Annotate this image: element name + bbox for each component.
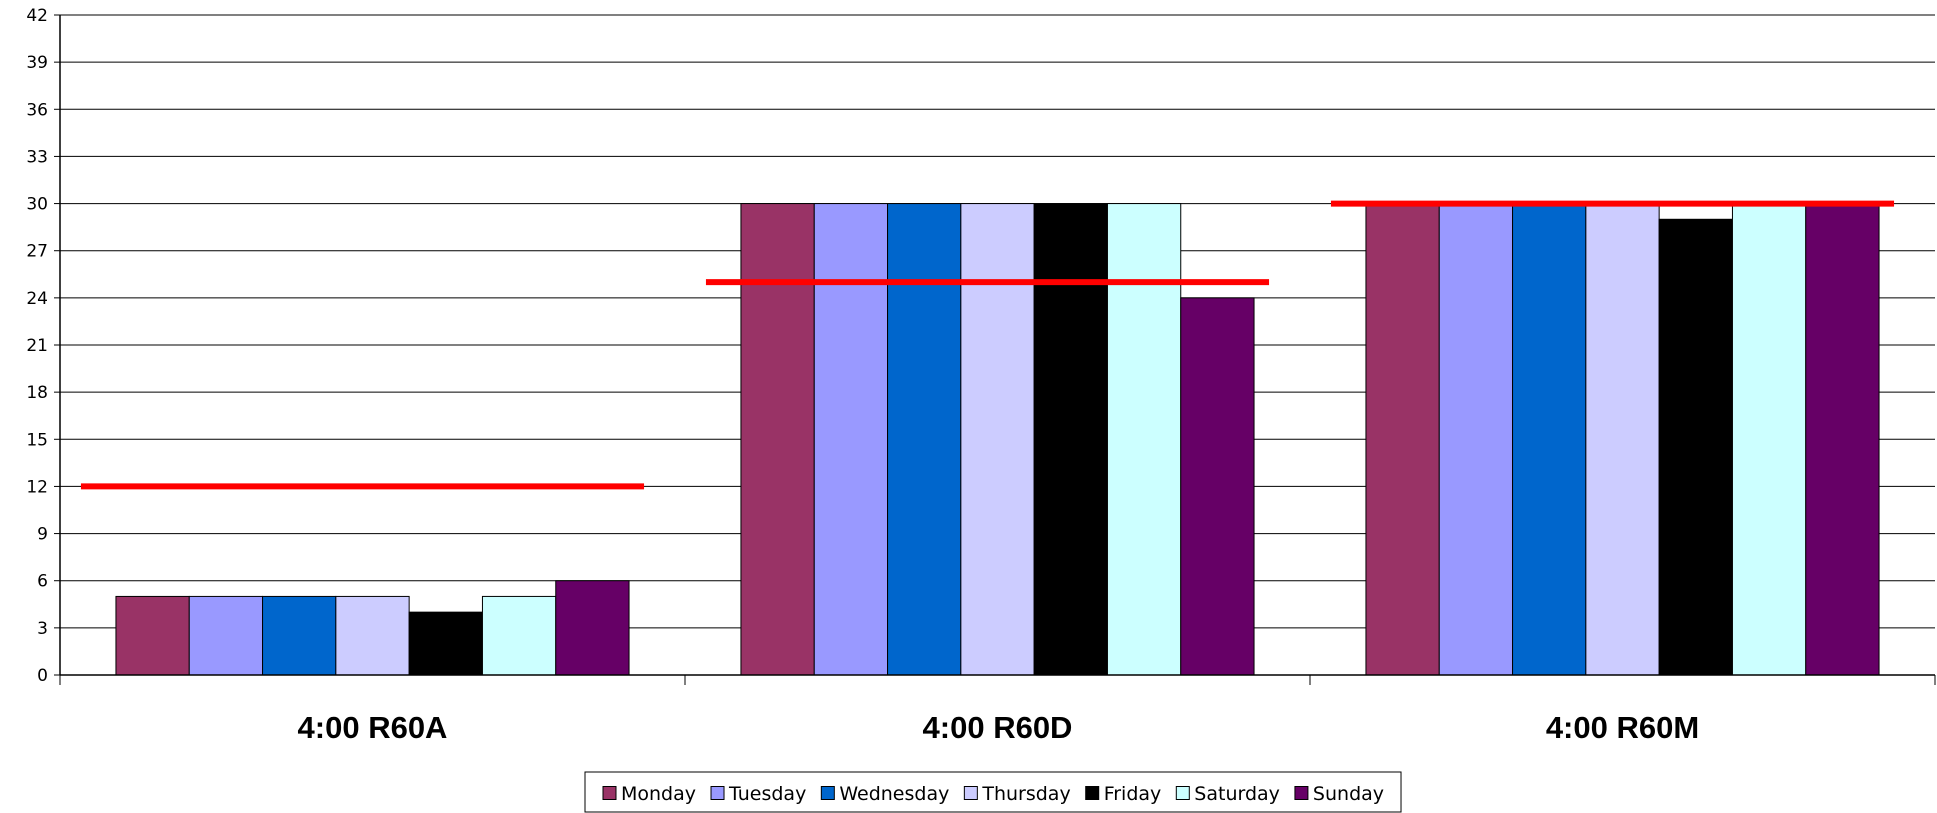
y-tick-label: 12 (26, 477, 48, 497)
bar-friday-2 (1033, 203, 1108, 676)
y-tick-label: 15 (26, 430, 48, 450)
legend-label: Monday (621, 783, 696, 805)
bar-tuesday-3 (1438, 203, 1514, 676)
legend-label: Wednesday (839, 783, 949, 805)
bar-tuesday-1 (188, 595, 264, 676)
category-label: 4:00 R60M (1546, 710, 1699, 745)
y-tick-label: 6 (37, 572, 48, 592)
bar-thursday-1 (335, 595, 410, 676)
legend-item-wednesday: Wednesday (820, 783, 949, 805)
legend-swatch (963, 786, 978, 800)
y-tick-label: 21 (26, 336, 48, 356)
legend-item-saturday: Saturday (1175, 783, 1280, 805)
bar-thursday-2 (960, 203, 1035, 676)
y-tick-label: 33 (26, 147, 48, 167)
bar-wednesday-3 (1512, 203, 1587, 676)
y-tick-label: 24 (26, 289, 48, 309)
legend-label: Thursday (981, 783, 1070, 805)
legend-label: Saturday (1194, 783, 1280, 805)
bar-monday-1 (115, 595, 190, 676)
legend-item-friday: Friday (1085, 783, 1162, 805)
y-tick-label: 3 (37, 619, 48, 639)
y-tick-label: 36 (26, 100, 48, 120)
legend-item-tuesday: Tuesday (710, 783, 806, 805)
legend-item-sunday: Sunday (1294, 783, 1384, 805)
bar-monday-2 (740, 203, 815, 676)
bar-saturday-3 (1731, 203, 1807, 676)
bar-wednesday-2 (887, 203, 962, 676)
legend-item-thursday: Thursday (963, 783, 1071, 805)
y-tick-label: 18 (26, 383, 48, 403)
category-labels: 4:00 R60A 4:00 R60D 4:00 R60M (298, 710, 1700, 745)
bar-tuesday-2 (813, 203, 889, 676)
y-tick-label: 42 (26, 6, 48, 26)
bar-sunday-2 (1180, 297, 1255, 676)
legend-swatch (1294, 786, 1309, 800)
legend-swatch (1175, 786, 1190, 800)
bar-friday-1 (408, 611, 483, 676)
y-tick-label: 0 (37, 666, 48, 686)
legend-swatch (820, 786, 835, 800)
y-tick-label: 9 (37, 525, 48, 545)
bar-thursday-3 (1585, 203, 1660, 676)
legend-item-monday: Monday (602, 783, 696, 805)
bar-sunday-3 (1805, 203, 1880, 676)
legend: Monday Tuesday Wednesday Thursday Friday Satu… (584, 771, 1402, 813)
legend-swatch (1085, 786, 1100, 800)
bar-saturday-1 (481, 595, 557, 676)
target-lines (80, 200, 1895, 490)
legend-label: Tuesday (728, 783, 806, 805)
legend-label: Sunday (1313, 783, 1384, 805)
y-tick-label: 27 (26, 242, 48, 262)
legend-swatch (602, 786, 617, 800)
y-tick-label: 30 (26, 195, 48, 215)
bar-saturday-2 (1106, 203, 1182, 676)
category-label: 4:00 R60A (298, 710, 448, 745)
legend-label: Friday (1104, 783, 1162, 805)
category-label: 4:00 R60D (923, 710, 1073, 745)
y-tick-label: 39 (26, 53, 48, 73)
bar-wednesday-1 (262, 595, 337, 676)
bar-friday-3 (1658, 218, 1733, 676)
legend-swatch (710, 786, 725, 800)
bar-sunday-1 (555, 580, 630, 676)
axes (59, 15, 1936, 685)
bar-monday-3 (1365, 203, 1440, 676)
